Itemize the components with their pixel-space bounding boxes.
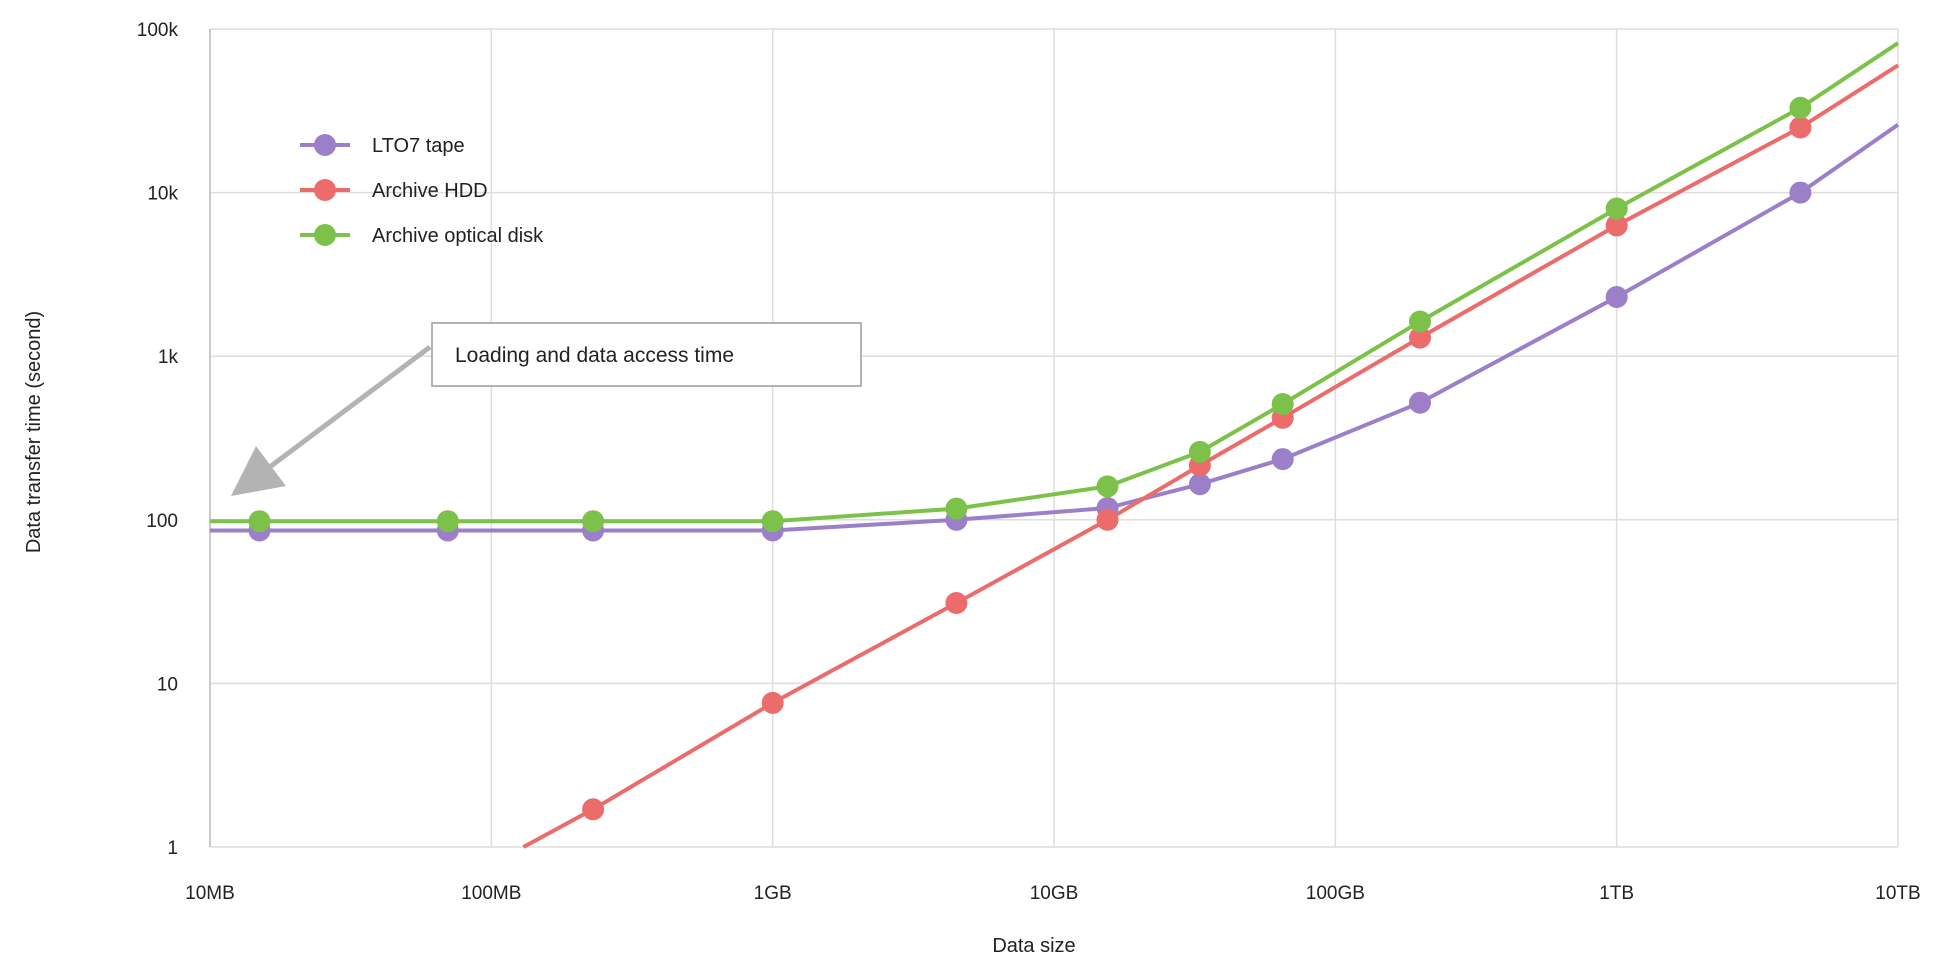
data-point (582, 510, 605, 533)
annotation-box (431, 322, 862, 387)
data-point (1409, 391, 1431, 414)
data-point (1789, 96, 1812, 119)
y-tick-label: 100 (146, 511, 178, 532)
data-point (761, 510, 784, 533)
y-tick-label: 100k (137, 20, 179, 41)
data-point (1605, 197, 1628, 220)
data-point (761, 691, 784, 714)
data-point (1409, 310, 1431, 333)
legend: LTO7 tape Archive HDD Archive optical disk (300, 134, 544, 247)
data-point (945, 497, 968, 520)
y-tick-label: 1 (167, 838, 178, 859)
x-tick-label: 1TB (1599, 883, 1634, 904)
x-tick-label: 1GB (754, 883, 792, 904)
legend-marker (314, 224, 336, 246)
y-tick-label: 1k (158, 347, 179, 368)
x-tick-label: 10TB (1875, 883, 1920, 904)
y-tick-label: 10k (147, 184, 178, 205)
data-point (1409, 326, 1431, 349)
data-point (1096, 475, 1119, 498)
annotation: Loading and data access time (230, 322, 862, 496)
data-point (945, 592, 968, 614)
data-point (1605, 286, 1628, 308)
y-axis-label: Data transfer time (second) (23, 311, 45, 553)
data-point (1188, 473, 1211, 496)
legend-marker (314, 134, 336, 156)
legend-label: LTO7 tape (372, 135, 465, 157)
legend-label: Archive HDD (372, 180, 488, 202)
x-axis-label: Data size (992, 935, 1075, 957)
data-points (248, 96, 1812, 821)
x-tick-label: 10MB (185, 883, 235, 904)
data-point (1271, 393, 1294, 415)
data-point (1188, 440, 1211, 463)
tick-labels: 10MB 100MB 1GB 10GB 100GB 1TB 10TB 1 10 100 1k 10k 1… (137, 20, 1921, 904)
data-point (1789, 116, 1812, 139)
data-point (436, 510, 459, 533)
y-tick-label: 10 (157, 674, 178, 695)
x-tick-label: 100GB (1306, 883, 1365, 904)
annotation-arrow (230, 344, 432, 496)
data-point (248, 510, 271, 533)
legend-label: Archive optical disk (372, 225, 544, 247)
data-point (1096, 508, 1119, 531)
x-tick-label: 10GB (1030, 883, 1079, 904)
legend-marker (314, 179, 336, 201)
data-point (1789, 181, 1812, 204)
data-point (1271, 448, 1294, 471)
data-point (1605, 214, 1628, 237)
x-tick-label: 100MB (461, 883, 521, 904)
data-point (582, 798, 605, 821)
series-line (522, 63, 1900, 849)
annotation-text: Loading and data access time (455, 344, 734, 367)
